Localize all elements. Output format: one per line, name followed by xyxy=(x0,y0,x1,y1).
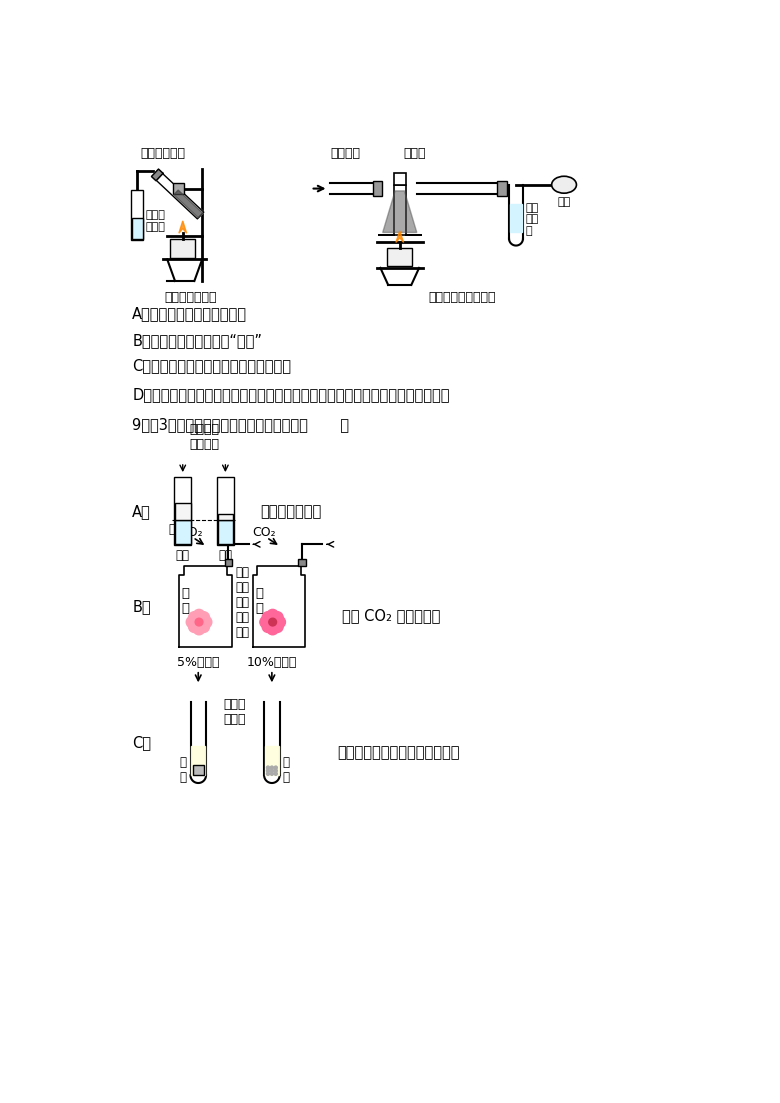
Bar xyxy=(172,183,183,194)
Text: 加入等量
的肥皂水: 加入等量 的肥皂水 xyxy=(189,424,219,451)
Bar xyxy=(170,238,195,258)
Circle shape xyxy=(262,612,274,623)
Text: 5%的盐酸: 5%的盐酸 xyxy=(177,655,219,668)
Circle shape xyxy=(200,617,212,628)
Circle shape xyxy=(267,772,270,775)
Text: 软水: 软水 xyxy=(218,549,232,563)
Polygon shape xyxy=(383,191,417,233)
Bar xyxy=(193,765,204,775)
Text: 区分硬水和软水: 区分硬水和软水 xyxy=(261,504,321,518)
Polygon shape xyxy=(151,169,163,181)
Text: 一氧化碳: 一氧化碳 xyxy=(330,148,360,160)
Circle shape xyxy=(271,772,274,775)
Circle shape xyxy=(271,612,283,623)
Polygon shape xyxy=(174,190,203,218)
Bar xyxy=(131,190,144,240)
Circle shape xyxy=(198,612,210,623)
Text: 湿
花: 湿 花 xyxy=(256,587,264,614)
Circle shape xyxy=(267,623,278,635)
Circle shape xyxy=(195,618,203,625)
Circle shape xyxy=(267,769,270,772)
Bar xyxy=(217,478,234,545)
Text: 木灰还原氧化铜: 木灰还原氧化铜 xyxy=(165,291,217,304)
Text: 干
花: 干 花 xyxy=(182,587,190,614)
Bar xyxy=(298,559,306,566)
Ellipse shape xyxy=(551,176,576,193)
Polygon shape xyxy=(179,221,186,233)
Circle shape xyxy=(275,767,278,769)
Bar xyxy=(394,173,406,184)
Circle shape xyxy=(267,767,270,769)
Circle shape xyxy=(262,621,274,632)
Text: 木灰和氧化铜: 木灰和氧化铜 xyxy=(140,148,185,160)
Text: C．: C． xyxy=(133,736,151,750)
Bar xyxy=(373,181,382,196)
Polygon shape xyxy=(156,173,204,218)
Circle shape xyxy=(193,609,205,621)
Bar xyxy=(175,520,190,544)
Text: 等量: 等量 xyxy=(168,523,183,536)
Bar xyxy=(218,514,233,520)
Text: D．两个实验中，试管或玻璃管内固体质量的减少量都等于产生的二氧化碳的质量: D．两个实验中，试管或玻璃管内固体质量的减少量都等于产生的二氧化碳的质量 xyxy=(133,387,450,403)
Polygon shape xyxy=(396,231,403,243)
Text: 探究 CO₂ 与水的反应: 探究 CO₂ 与水的反应 xyxy=(342,609,440,623)
Circle shape xyxy=(274,617,285,628)
Text: 澄清
石灰
水: 澄清 石灰 水 xyxy=(525,203,538,236)
Text: 粉
状: 粉 状 xyxy=(282,756,289,784)
Text: 9．（3分）下列实验不能达到实验目的是（       ）: 9．（3分）下列实验不能达到实验目的是（ ） xyxy=(133,417,349,431)
Text: 澄清的
石灰水: 澄清的 石灰水 xyxy=(146,210,165,232)
Text: B．两个反应的条件均为“加热”: B．两个反应的条件均为“加热” xyxy=(133,333,262,347)
Polygon shape xyxy=(179,566,232,646)
Circle shape xyxy=(267,609,278,621)
Text: 氧化铜: 氧化铜 xyxy=(403,148,426,160)
Text: CO₂: CO₂ xyxy=(179,526,203,539)
Text: 气球: 气球 xyxy=(558,196,571,206)
Circle shape xyxy=(186,617,198,628)
Text: CO₂: CO₂ xyxy=(253,526,276,539)
Text: C．两个反应中，碳元素的化合价都升高: C．两个反应中，碳元素的化合价都升高 xyxy=(133,358,292,373)
Circle shape xyxy=(193,617,205,628)
Circle shape xyxy=(193,623,205,635)
Polygon shape xyxy=(253,566,305,646)
Text: 探究接触面积对反应速率的影响: 探究接触面积对反应速率的影响 xyxy=(338,745,460,760)
Bar xyxy=(388,248,412,266)
Text: A．: A． xyxy=(133,504,151,518)
Circle shape xyxy=(275,772,278,775)
Circle shape xyxy=(189,612,200,623)
Bar xyxy=(132,217,143,239)
Circle shape xyxy=(275,769,278,772)
Polygon shape xyxy=(191,746,205,775)
Bar xyxy=(225,559,232,566)
Circle shape xyxy=(271,767,274,769)
Bar xyxy=(218,520,233,544)
Circle shape xyxy=(189,621,200,632)
Polygon shape xyxy=(379,184,420,235)
Circle shape xyxy=(271,621,283,632)
Text: 用石
蕊溶
液染
成的
纸花: 用石 蕊溶 液染 成的 纸花 xyxy=(236,566,250,640)
Text: 块
状: 块 状 xyxy=(179,756,186,784)
Bar xyxy=(174,478,191,545)
Circle shape xyxy=(269,618,277,625)
Polygon shape xyxy=(265,746,279,775)
Polygon shape xyxy=(379,184,420,235)
Circle shape xyxy=(260,617,271,628)
Polygon shape xyxy=(510,204,522,232)
Text: 等量的
碳酸钙: 等量的 碳酸钙 xyxy=(223,698,246,726)
Text: 10%的盐酸: 10%的盐酸 xyxy=(246,655,297,668)
Circle shape xyxy=(198,621,210,632)
Bar xyxy=(498,181,507,196)
Text: B．: B． xyxy=(133,599,151,614)
Bar xyxy=(175,503,190,520)
Text: A．两个反应都属于置换反应: A．两个反应都属于置换反应 xyxy=(133,306,247,321)
Circle shape xyxy=(271,769,274,772)
Text: 硬水: 硬水 xyxy=(176,549,190,563)
Text: 一氧化碳还原氧化铜: 一氧化碳还原氧化铜 xyxy=(428,291,495,304)
Circle shape xyxy=(267,617,278,628)
